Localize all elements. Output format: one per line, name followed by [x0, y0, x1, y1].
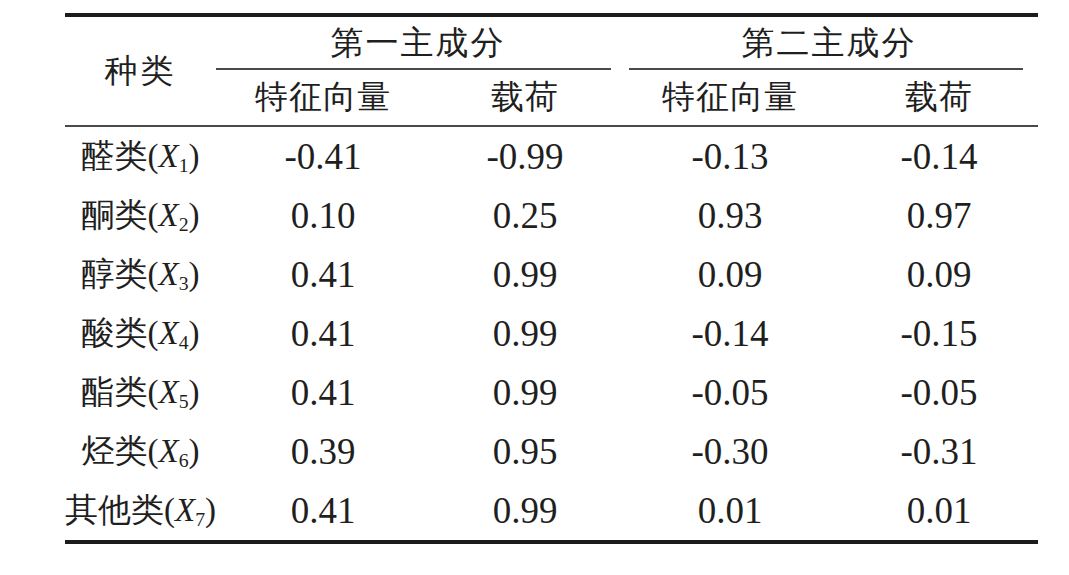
pc1-loading-value: 0.99: [430, 245, 620, 304]
row-category-text: 烃类: [81, 433, 147, 469]
paren-open: (: [147, 315, 158, 351]
group-header-pc1-label: 第一主成分: [331, 25, 506, 61]
pc2-eigenvector-value: -0.13: [620, 126, 840, 186]
table-row: 酯类(X5) 0.41 0.99 -0.05 -0.05: [65, 363, 1038, 422]
row-label: 醛类(X1): [65, 126, 216, 186]
paren-close: ): [189, 433, 200, 469]
variable-letter: X: [158, 138, 178, 174]
row-label: 醇类(X3): [65, 245, 216, 304]
variable-subscript: 1: [179, 154, 189, 176]
variable-subscript: 6: [179, 449, 189, 471]
variable-letter: X: [158, 374, 178, 410]
paren-open: (: [147, 374, 158, 410]
pc1-loading-value: -0.99: [430, 126, 620, 186]
paren-open: (: [147, 433, 158, 469]
pc1-eigenvector-value: 0.41: [216, 481, 430, 542]
paren-close: ): [189, 374, 200, 410]
variable-letter: X: [158, 256, 178, 292]
pc1-loading-value: 0.99: [430, 481, 620, 542]
row-category-text: 酮类: [81, 197, 147, 233]
pca-eigenvector-loading-table: 种类 第一主成分 第二主成分 特征向量 载荷 特征向量 载荷 醛类(X1) -0…: [65, 13, 1038, 544]
pc1-loading-value: 0.25: [430, 186, 620, 245]
pc1-eigenvector-value: 0.41: [216, 304, 430, 363]
row-category-text: 醇类: [81, 256, 147, 292]
pc2-loading-value: 0.09: [840, 245, 1038, 304]
paren-close: ): [189, 256, 200, 292]
pc2-loading-value: -0.15: [840, 304, 1038, 363]
paren-close: ): [189, 315, 200, 351]
pc1-loading-value: 0.99: [430, 363, 620, 422]
row-label: 酮类(X2): [65, 186, 216, 245]
table-row: 酮类(X2) 0.10 0.25 0.93 0.97: [65, 186, 1038, 245]
table-body: 醛类(X1) -0.41 -0.99 -0.13 -0.14 酮类(X2) 0.…: [65, 126, 1038, 542]
variable-subscript: 7: [195, 508, 205, 530]
variable-letter: X: [158, 315, 178, 351]
pc2-eigenvector-value: 0.93: [620, 186, 840, 245]
pc1-eigenvector-value: 0.39: [216, 422, 430, 481]
header-group-row: 种类 第一主成分 第二主成分: [65, 15, 1038, 69]
row-category-text: 其他类: [65, 492, 164, 528]
pc1-eigenvector-value: -0.41: [216, 126, 430, 186]
table-row: 其他类(X7) 0.41 0.99 0.01 0.01: [65, 481, 1038, 542]
pc2-loading-value: 0.01: [840, 481, 1038, 542]
pc2-loading-value: 0.97: [840, 186, 1038, 245]
row-label: 其他类(X7): [65, 481, 216, 542]
pc2-loading-value: -0.14: [840, 126, 1038, 186]
paren-open: (: [164, 492, 175, 528]
column-header-pc1-eigenvector: 特征向量: [216, 69, 430, 126]
paren-open: (: [147, 138, 158, 174]
variable-letter: X: [158, 197, 178, 233]
column-header-pc2-eigenvector: 特征向量: [620, 69, 840, 126]
pc2-eigenvector-value: 0.01: [620, 481, 840, 542]
paren-open: (: [147, 256, 158, 292]
variable-letter: X: [175, 492, 195, 528]
variable-subscript: 5: [179, 390, 189, 412]
variable-subscript: 4: [179, 331, 189, 353]
group-header-pc2-label: 第二主成分: [742, 25, 917, 61]
pc2-loading-value: -0.31: [840, 422, 1038, 481]
paren-open: (: [147, 197, 158, 233]
row-label: 酸类(X4): [65, 304, 216, 363]
pc1-eigenvector-value: 0.10: [216, 186, 430, 245]
paren-close: ): [189, 197, 200, 233]
row-label: 烃类(X6): [65, 422, 216, 481]
pc2-eigenvector-value: 0.09: [620, 245, 840, 304]
group-header-second-principal-component: 第二主成分: [620, 15, 1038, 69]
pc1-eigenvector-value: 0.41: [216, 363, 430, 422]
variable-letter: X: [158, 433, 178, 469]
scanned-paper-table-page: 种类 第一主成分 第二主成分 特征向量 载荷 特征向量 载荷 醛类(X1) -0…: [0, 0, 1069, 575]
row-category-text: 醛类: [81, 138, 147, 174]
column-header-pc2-loading: 载荷: [840, 69, 1038, 126]
table-row: 醇类(X3) 0.41 0.99 0.09 0.09: [65, 245, 1038, 304]
row-category-text: 酯类: [81, 374, 147, 410]
column-header-pc1-loading: 载荷: [430, 69, 620, 126]
pc2-eigenvector-value: -0.05: [620, 363, 840, 422]
variable-subscript: 3: [179, 272, 189, 294]
pc1-loading-value: 0.95: [430, 422, 620, 481]
pc2-eigenvector-value: -0.14: [620, 304, 840, 363]
paren-close: ): [205, 492, 216, 528]
variable-subscript: 2: [179, 213, 189, 235]
pc2-loading-value: -0.05: [840, 363, 1038, 422]
column-header-category: 种类: [65, 15, 216, 126]
table-row: 烃类(X6) 0.39 0.95 -0.30 -0.31: [65, 422, 1038, 481]
table-row: 醛类(X1) -0.41 -0.99 -0.13 -0.14: [65, 126, 1038, 186]
row-label: 酯类(X5): [65, 363, 216, 422]
paren-close: ): [189, 138, 200, 174]
table-row: 酸类(X4) 0.41 0.99 -0.14 -0.15: [65, 304, 1038, 363]
row-category-text: 酸类: [81, 315, 147, 351]
pc2-eigenvector-value: -0.30: [620, 422, 840, 481]
group-header-first-principal-component: 第一主成分: [216, 15, 620, 69]
pc1-loading-value: 0.99: [430, 304, 620, 363]
pc1-eigenvector-value: 0.41: [216, 245, 430, 304]
